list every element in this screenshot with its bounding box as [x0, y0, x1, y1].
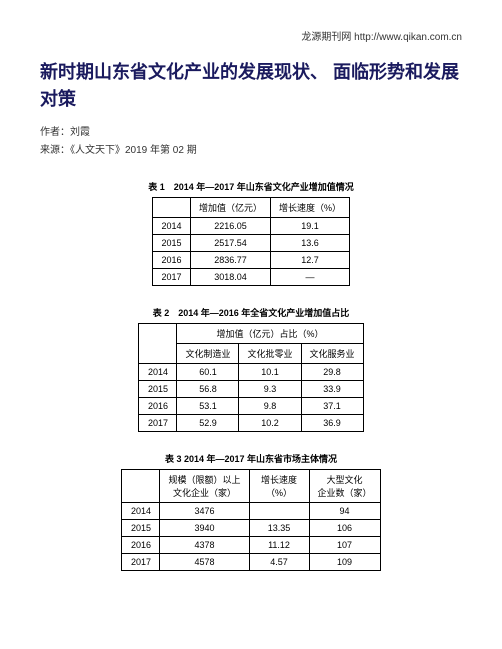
table1-h2: 增长速度（%） — [271, 198, 350, 218]
table2: 增加值（亿元）占比（%） 文化制造业 文化批零业 文化服务业 201460.11… — [138, 323, 363, 432]
table-row: 201752.910.236.9 — [139, 415, 363, 432]
site-label: 龙源期刊网 — [301, 32, 351, 43]
table-row: 201653.19.837.1 — [139, 398, 363, 415]
table-row: 20173018.04— — [152, 269, 349, 286]
table-row: 20142216.0519.1 — [152, 218, 349, 235]
source-issue: 2019 年第 02 期 — [125, 145, 197, 156]
table-row: 20162836.7712.7 — [152, 252, 349, 269]
table-row: 2014347694 — [122, 503, 380, 520]
author-line: 作者：刘霞 — [40, 123, 462, 138]
table2-caption: 表 2 2014 年—2016 年全省文化产业增加值占比 — [40, 306, 462, 319]
site-url-link[interactable]: http://www.qikan.com.cn — [354, 32, 462, 43]
table1-h0 — [152, 198, 190, 218]
table2-h1: 文化制造业 — [177, 344, 239, 364]
table1-caption: 表 1 2014 年—2017 年山东省文化产业增加值情况 — [40, 180, 462, 193]
table-row: 201556.89.333.9 — [139, 381, 363, 398]
table-row: 20152517.5413.6 — [152, 235, 349, 252]
header-source: 龙源期刊网 http://www.qikan.com.cn — [40, 28, 462, 43]
table2-h3: 文化服务业 — [301, 344, 363, 364]
source-label: 来源： — [40, 145, 70, 156]
table3-caption: 表 3 2014 年—2017 年山东省市场主体情况 — [40, 452, 462, 465]
table2-h2: 文化批零业 — [239, 344, 301, 364]
table2-h0 — [139, 324, 177, 364]
table-row: 2016437811.12107 — [122, 537, 380, 554]
table-row: 2015394013.35106 — [122, 520, 380, 537]
source-line: 来源：《人文天下》2019 年第 02 期 — [40, 141, 462, 156]
table3-h1: 规模（限额）以上 文化企业（家） — [160, 470, 249, 503]
table3: 规模（限额）以上 文化企业（家） 增长速度 （%） 大型文化 企业数（家） 20… — [121, 469, 380, 571]
source-journal: 《人文天下》 — [70, 145, 125, 156]
table-row: 201460.110.129.8 — [139, 364, 363, 381]
table3-h2: 增长速度 （%） — [249, 470, 309, 503]
author-label: 作者： — [40, 127, 70, 138]
table-row: 201745784.57109 — [122, 554, 380, 571]
table3-h3: 大型文化 企业数（家） — [309, 470, 380, 503]
table3-h0 — [122, 470, 160, 503]
table1: 增加值（亿元） 增长速度（%） 20142216.0519.1 20152517… — [152, 197, 350, 286]
table1-h1: 增加值（亿元） — [190, 198, 270, 218]
author-name: 刘霞 — [70, 127, 90, 138]
article-title: 新时期山东省文化产业的发展现状、 面临形势和发展对策 — [40, 59, 462, 113]
table2-topheader: 增加值（亿元）占比（%） — [177, 324, 363, 344]
